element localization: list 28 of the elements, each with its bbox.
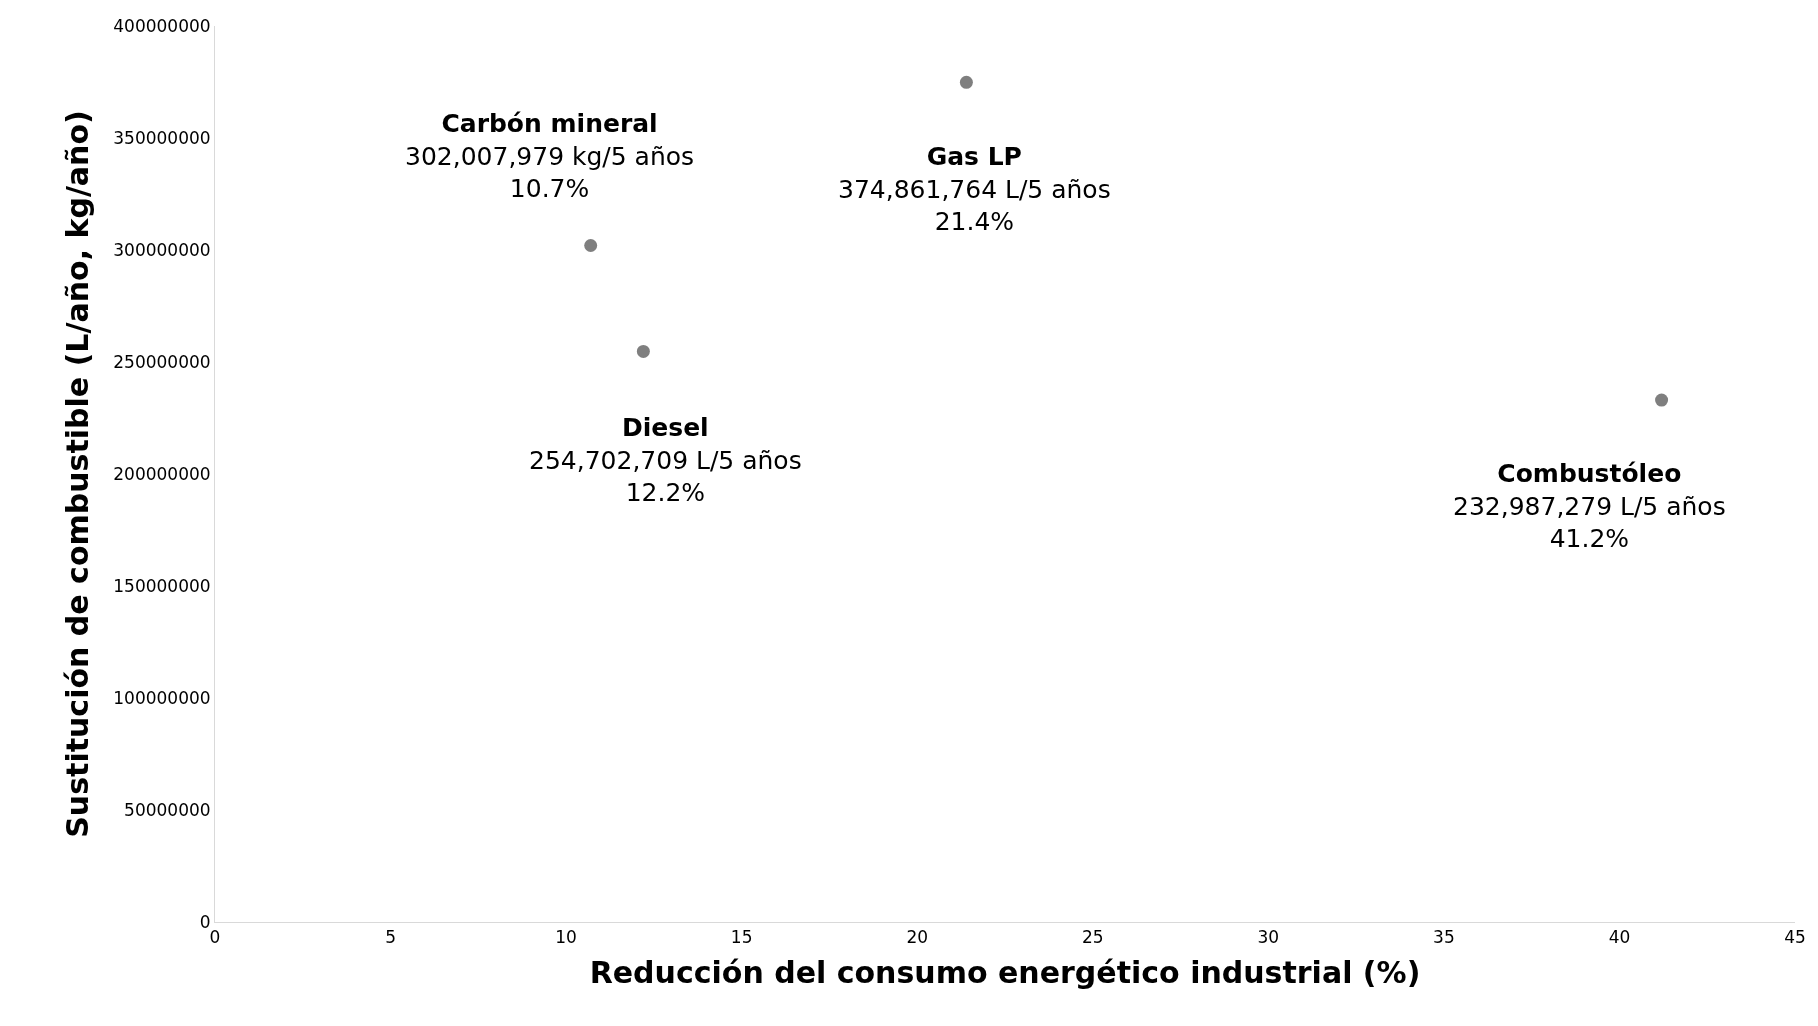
y-tick-label: 300000000 bbox=[113, 239, 211, 260]
y-tick-label: 200000000 bbox=[113, 463, 211, 484]
y-axis-title: Sustitución de combustible (L/año, kg/año) bbox=[60, 110, 96, 838]
point bbox=[1655, 393, 1669, 407]
x-tick-label: 25 bbox=[1081, 927, 1104, 948]
y-tick-label: 50000000 bbox=[124, 799, 211, 820]
annotation: Carbón mineral 302,007,979 kg/5 años 10.7% bbox=[405, 109, 695, 203]
x-tick-label: 40 bbox=[1608, 927, 1631, 948]
y-tick-label: 100000000 bbox=[113, 687, 211, 708]
x-axis-title: Reducción del consumo energético industrial (%) bbox=[589, 954, 1421, 990]
x-tick-label: 45 bbox=[1784, 927, 1806, 948]
annotation: Diesel 254,702,709 L/5 años 12.2% bbox=[529, 413, 802, 507]
point bbox=[584, 239, 598, 252]
y-tick-label: 0 bbox=[199, 911, 211, 932]
x-tick-label: 5 bbox=[385, 927, 396, 948]
x-tick-label: 35 bbox=[1433, 927, 1455, 948]
point bbox=[636, 344, 650, 358]
x-tick-label: 10 bbox=[555, 927, 577, 948]
x-tick-label: 15 bbox=[730, 927, 753, 948]
y-tick-label: 400000000 bbox=[113, 15, 211, 36]
x-tick-label: 20 bbox=[906, 927, 929, 948]
y-tick-label: 350000000 bbox=[113, 127, 211, 148]
y-tick-label: 250000000 bbox=[113, 351, 211, 372]
annotation: Gas LP 374,861,764 L/5 años 21.4% bbox=[838, 142, 1111, 236]
y-tick-label: 150000000 bbox=[113, 575, 211, 596]
point bbox=[959, 75, 973, 89]
annotation: Combustóleo 232,987,279 L/5 años 41.2% bbox=[1453, 459, 1726, 553]
x-tick-label: 30 bbox=[1257, 927, 1280, 948]
